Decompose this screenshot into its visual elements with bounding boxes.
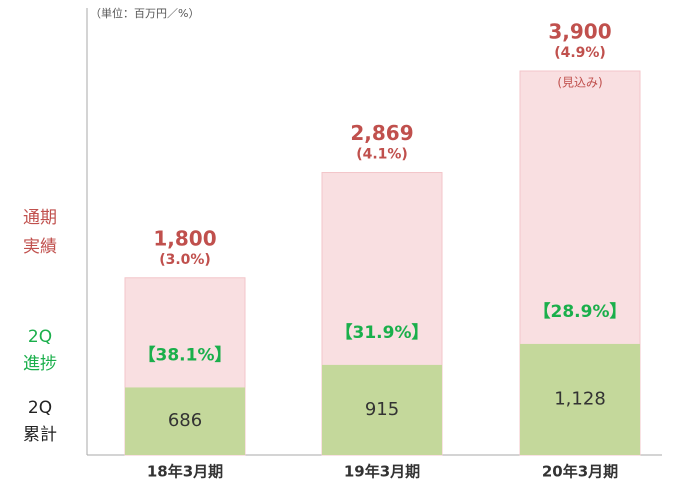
forecast-note: (見込み): [557, 76, 602, 90]
progress-label: 【28.9%】: [534, 301, 627, 322]
q2-bar: [322, 364, 442, 455]
q2-label: 915: [365, 399, 399, 420]
full-year-label: 2,869: [350, 121, 413, 145]
q2-bar: [125, 387, 245, 455]
x-tick-label: 19年3月期: [344, 463, 420, 481]
x-tick-label: 18年3月期: [147, 463, 223, 481]
full-year-label: 1,800: [153, 226, 216, 250]
progress-label: 【38.1%】: [139, 344, 232, 365]
full-year-label: 3,900: [548, 20, 611, 44]
progress-label: 【31.9%】: [336, 322, 429, 343]
row-label: 通期: [23, 208, 57, 228]
margin-label: (4.9%): [554, 45, 606, 61]
margin-label: (4.1%): [356, 147, 408, 163]
row-label: 2Q: [28, 398, 52, 418]
margin-label: (3.0%): [159, 252, 211, 268]
q2-bar: [520, 343, 640, 455]
unit-note: （単位：百万円／%）: [90, 6, 199, 20]
row-label: 進捗: [23, 354, 57, 374]
q2-label: 1,128: [554, 388, 606, 409]
q2-label: 686: [168, 410, 202, 431]
row-label: 累計: [23, 425, 57, 445]
row-label: 実績: [23, 237, 57, 257]
row-label: 2Q: [28, 327, 52, 347]
x-tick-label: 20年3月期: [542, 463, 618, 481]
